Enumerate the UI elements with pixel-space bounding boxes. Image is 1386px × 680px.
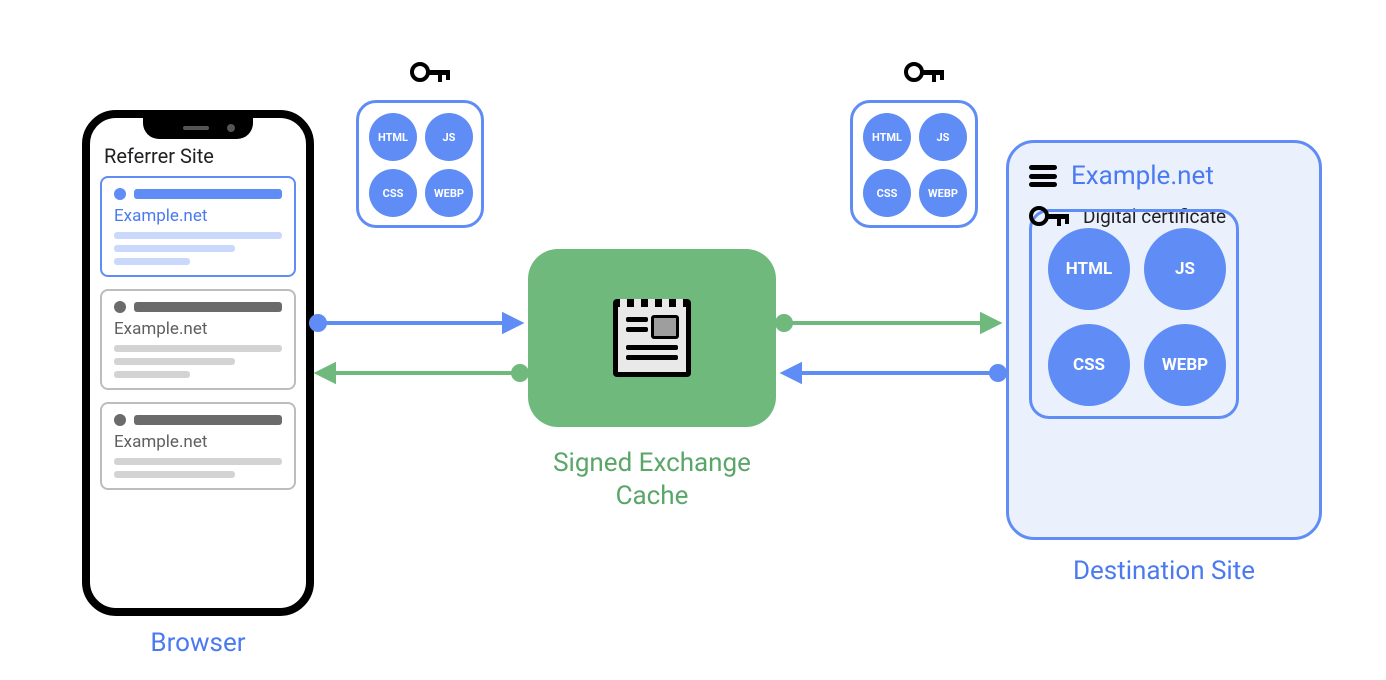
resource-circle: WEBP [919, 169, 967, 217]
resource-circle: HTML [1048, 228, 1130, 310]
signed-exchange-cache [528, 249, 776, 427]
browser-label: Browser [82, 628, 314, 658]
resource-circle: CSS [1048, 324, 1130, 406]
destination-label: Destination Site [1006, 556, 1322, 586]
resource-circle: WEBP [1144, 324, 1226, 406]
result-card-active: Example.net [100, 176, 296, 277]
phone-notch [143, 117, 253, 139]
resource-bundle: HTML JS CSS WEBP [356, 100, 484, 228]
destination-site-panel: Example.net HTML JS CSS WEBP Digital cer… [1006, 140, 1322, 540]
resource-circle: CSS [863, 169, 911, 217]
resource-bundle: HTML JS CSS WEBP [850, 100, 978, 228]
card-site-name: Example.net [114, 432, 282, 452]
resource-circle: CSS [369, 169, 417, 217]
result-card: Example.net [100, 289, 296, 390]
key-icon [1029, 206, 1071, 228]
resource-circle: HTML [863, 113, 911, 161]
card-site-name: Example.net [114, 319, 282, 339]
key-icon [410, 62, 452, 84]
resource-circle: JS [1144, 228, 1226, 310]
resource-circle: WEBP [425, 169, 473, 217]
result-card: Example.net [100, 402, 296, 490]
newspaper-icon [613, 299, 691, 377]
browser-phone: Referrer Site Example.net Exam [82, 110, 314, 616]
key-icon [904, 62, 946, 84]
destination-title: Example.net [1071, 161, 1214, 191]
resource-circle: HTML [369, 113, 417, 161]
resource-bundle-large: HTML JS CSS WEBP [1029, 209, 1239, 419]
resource-circle: JS [919, 113, 967, 161]
resource-circle: JS [425, 113, 473, 161]
referrer-site-title: Referrer Site [104, 144, 292, 168]
hamburger-icon [1029, 165, 1057, 187]
card-site-name: Example.net [114, 206, 282, 226]
cache-label: Signed Exchange Cache [528, 447, 776, 512]
